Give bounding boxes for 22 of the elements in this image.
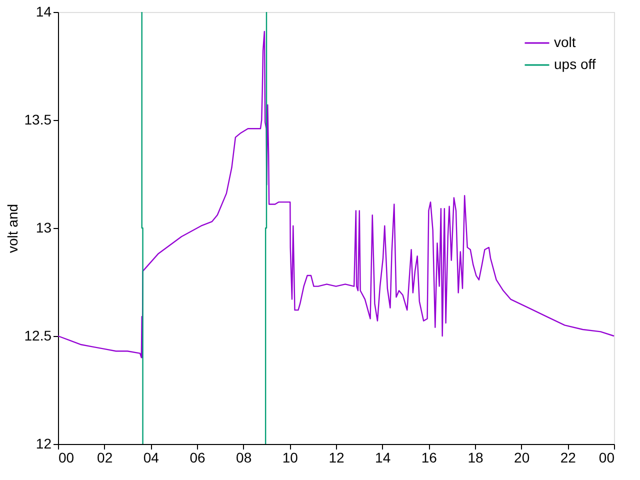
x-tick-label: 22 bbox=[560, 450, 576, 466]
y-tick-label: 12.5 bbox=[24, 328, 52, 344]
x-tick-label: 00 bbox=[58, 450, 74, 466]
x-tick-label: 10 bbox=[282, 450, 298, 466]
x-tick-label: 18 bbox=[468, 450, 484, 466]
x-tick-label: 16 bbox=[421, 450, 438, 466]
x-tick-label: 02 bbox=[97, 450, 113, 466]
x-tick-label: 06 bbox=[190, 450, 206, 466]
line-series bbox=[57, 30, 615, 358]
x-tick-label: 00 bbox=[598, 450, 615, 466]
x-tick-label: 20 bbox=[514, 450, 530, 466]
legend-label: volt bbox=[554, 34, 576, 50]
x-tick-label: 08 bbox=[236, 450, 252, 466]
x-tick-label: 12 bbox=[328, 450, 344, 466]
legend-label: ups off bbox=[554, 56, 596, 72]
y-tick-label: 13.5 bbox=[24, 112, 52, 128]
y-tick-label: 12 bbox=[36, 436, 52, 452]
x-tick-label: 04 bbox=[143, 450, 160, 466]
y-tick-label: 13 bbox=[36, 220, 52, 236]
y-axis-title: volt and bbox=[4, 204, 20, 254]
y-tick-label: 14 bbox=[36, 4, 52, 20]
x-tick-label: 14 bbox=[375, 450, 391, 466]
